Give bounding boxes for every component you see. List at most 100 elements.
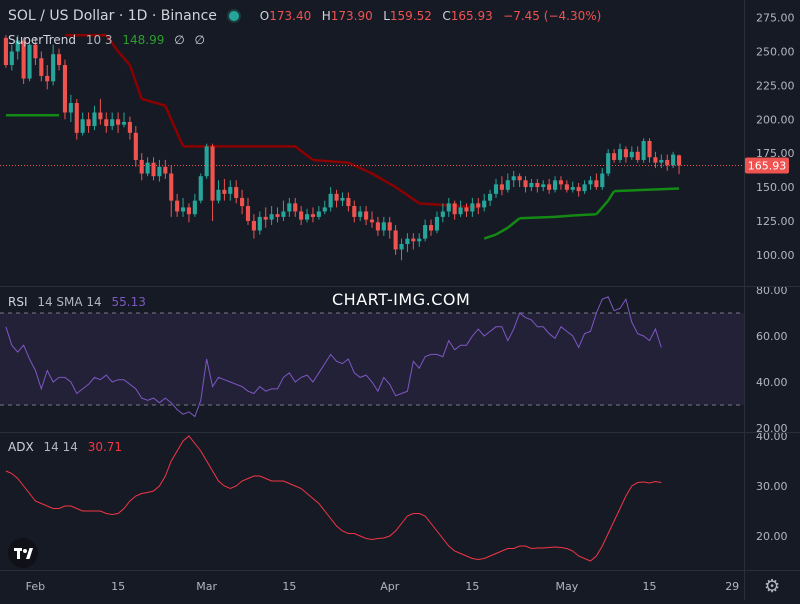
- ohlc-high-label: H: [321, 9, 331, 23]
- candle-body: [499, 184, 504, 190]
- rsi-params: 14 SMA 14: [37, 295, 102, 309]
- supertrend-legend[interactable]: SuperTrend 10 3 148.99 ∅ ∅: [8, 33, 211, 47]
- candle-body: [358, 211, 363, 217]
- candle-body: [316, 211, 321, 217]
- candle-body: [163, 166, 168, 174]
- candle-body: [523, 180, 528, 188]
- candle-body: [505, 180, 510, 190]
- price-axis-separator[interactable]: [744, 0, 745, 600]
- candle-body: [612, 153, 617, 160]
- candle-body: [299, 211, 304, 220]
- last-price-tag: [745, 157, 789, 174]
- price-tick-label: 125.00: [756, 215, 795, 228]
- supertrend-line-segment: [347, 161, 373, 175]
- candle-body: [364, 211, 369, 220]
- price-change: −7.45 (−4.30%): [503, 9, 602, 23]
- candle-body: [228, 187, 233, 194]
- candle-body: [381, 222, 386, 231]
- candle-body: [334, 193, 339, 201]
- supertrend-line-segment: [312, 158, 349, 164]
- supertrend-line-segment: [164, 105, 185, 147]
- supertrend-line-segment: [507, 217, 521, 229]
- candle-body: [340, 197, 345, 201]
- pane-separator-adx[interactable]: [0, 432, 800, 433]
- candle-body: [275, 214, 280, 217]
- supertrend-line-segment: [614, 187, 680, 193]
- price-tick-label: 250.00: [756, 45, 795, 58]
- supertrend-line-segment: [519, 215, 556, 220]
- candle-body: [322, 207, 327, 212]
- time-axis-separator: [0, 570, 800, 571]
- candle-body: [98, 112, 103, 120]
- adx-line: [5, 435, 662, 562]
- candle-body: [204, 146, 209, 177]
- candle-body: [74, 102, 79, 133]
- candle-body: [234, 187, 239, 198]
- candle-body: [676, 155, 682, 166]
- candle-body: [257, 216, 262, 231]
- candle-body: [80, 119, 85, 133]
- price-tick-label: 100.00: [756, 249, 795, 262]
- rsi-legend[interactable]: RSI 14 SMA 14 55.13: [8, 295, 152, 309]
- symbol-title[interactable]: SOL / US Dollar · 1D · Binance: [8, 8, 217, 24]
- candle-body: [352, 206, 357, 217]
- candle-body: [293, 203, 298, 212]
- supertrend-line-segment: [607, 190, 616, 202]
- candle-body: [45, 75, 50, 82]
- candle-body: [104, 119, 109, 127]
- candle-body: [641, 140, 646, 160]
- candle-body: [535, 183, 540, 188]
- market-status-icon[interactable]: [227, 9, 242, 23]
- candle-body: [423, 225, 428, 239]
- last-price-tag-label: 165.93: [748, 159, 787, 172]
- candle-body: [387, 222, 392, 231]
- ohlc-close-value: 165.93: [450, 9, 493, 23]
- candle-body: [405, 238, 410, 245]
- supertrend-line-segment: [117, 50, 131, 66]
- candle-body: [110, 119, 115, 127]
- rsi-line: [5, 296, 662, 418]
- supertrend-params: 10 3: [85, 33, 113, 47]
- candle-body: [452, 203, 457, 215]
- adx-legend[interactable]: ADX 14 14 30.71: [8, 440, 128, 454]
- time-tick-label: May: [555, 580, 578, 593]
- settings-gear-icon[interactable]: ⚙: [764, 576, 781, 597]
- rsi-tick-label: 40.00: [756, 376, 788, 389]
- rsi-label: RSI: [8, 295, 28, 309]
- pane-separator-rsi[interactable]: [0, 286, 800, 287]
- candle-body: [647, 140, 652, 158]
- supertrend-line-segment: [105, 34, 120, 53]
- candle-body: [287, 203, 292, 212]
- candle-body: [139, 159, 144, 174]
- supertrend-value: 148.99: [122, 33, 165, 47]
- candle-body: [446, 203, 451, 212]
- candle-body: [617, 149, 623, 160]
- time-tick-label: Apr: [380, 580, 400, 593]
- watermark: CHART-IMG.COM: [332, 290, 471, 309]
- ohlc-low-label: L: [383, 9, 390, 23]
- candle-body: [511, 176, 516, 181]
- candle-body: [588, 180, 593, 185]
- candle-body: [623, 149, 628, 158]
- supertrend-line-segment: [294, 145, 314, 161]
- adx-tick-label: 30.00: [756, 480, 788, 493]
- candle-body: [186, 207, 192, 215]
- candle-body: [251, 220, 256, 231]
- candle-body: [346, 197, 351, 207]
- candle-body: [304, 214, 310, 220]
- candle-body: [629, 151, 634, 158]
- ohlc-low-value: 159.52: [389, 9, 432, 23]
- tradingview-logo[interactable]: [8, 538, 38, 568]
- candle-body: [9, 51, 14, 66]
- candle-body: [517, 176, 522, 181]
- rsi-value: 55.13: [111, 295, 146, 309]
- candle-body: [369, 219, 375, 223]
- candle-body: [210, 146, 215, 201]
- rsi-tick-label: 60.00: [756, 330, 788, 343]
- candle-body: [121, 121, 127, 125]
- candle-body: [180, 207, 186, 212]
- candle-body: [263, 216, 268, 220]
- candle-body: [198, 176, 203, 201]
